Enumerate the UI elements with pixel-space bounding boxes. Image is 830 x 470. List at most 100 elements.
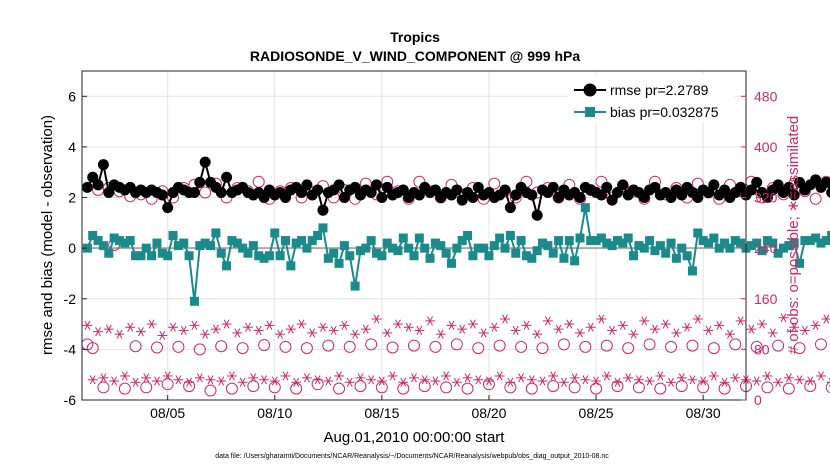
rmse-marker (81, 181, 93, 193)
asterisk-stroke (464, 373, 471, 383)
asterisk-stroke (287, 324, 294, 334)
asterisk-stroke (609, 325, 616, 335)
bias-marker (495, 233, 505, 243)
bias-marker (125, 236, 135, 246)
possible-obs-marker (183, 380, 196, 393)
assimilated-obs-marker (558, 377, 569, 387)
assimilated-obs-marker (585, 322, 596, 332)
bias-marker (811, 233, 821, 243)
asterisk-stroke (245, 322, 251, 332)
y-left-tick-label: 0 (68, 240, 76, 256)
assimilated-obs-marker (114, 329, 125, 339)
bias-marker (645, 236, 655, 246)
assimilated-obs-marker (205, 375, 216, 385)
possible-obs-marker (782, 382, 795, 395)
bias-marker (163, 251, 173, 261)
assimilated-obs-marker (735, 316, 746, 326)
bias-marker (152, 238, 162, 248)
bias-marker (206, 241, 216, 251)
asterisk-stroke (341, 320, 348, 330)
bias-marker (704, 238, 714, 248)
rmse-marker (547, 181, 559, 193)
assimilated-obs-marker (457, 324, 468, 334)
rmse-marker (199, 156, 211, 168)
assimilated-obs-marker (328, 325, 339, 335)
assimilated-obs-marker (409, 373, 419, 383)
asterisk-stroke (539, 376, 546, 386)
assimilated-obs-marker (494, 371, 505, 381)
assimilated-obs-marker (612, 377, 623, 387)
possible-obs-marker (215, 340, 228, 353)
asterisk-stroke (566, 319, 573, 329)
asterisk-stroke (400, 377, 407, 387)
rmse-marker (376, 192, 388, 204)
bias-marker (709, 233, 719, 243)
bias-marker (795, 258, 805, 268)
bias-marker (355, 246, 365, 256)
asterisk-stroke (577, 328, 583, 338)
asterisk-stroke (421, 375, 428, 385)
bias-marker (420, 243, 430, 253)
assimilated-obs-marker (414, 325, 425, 335)
bias-marker (484, 251, 494, 261)
assimilated-obs-marker (216, 376, 227, 386)
asterisk-stroke (448, 320, 455, 330)
assimilated-obs-marker (135, 327, 146, 337)
assimilated-obs-marker (87, 375, 98, 385)
possible-obs-marker (675, 380, 688, 393)
assimilated-obs-marker (564, 319, 575, 329)
rmse-marker (451, 184, 463, 196)
possible-obs-marker (333, 382, 346, 395)
asterisk-stroke (603, 371, 610, 381)
assimilated-obs-marker (537, 376, 548, 386)
assimilated-obs-marker (125, 322, 136, 332)
legend-box (568, 75, 734, 123)
bias-marker (393, 246, 403, 256)
asterisk-stroke (132, 377, 139, 387)
asterisk-stroke (234, 328, 241, 338)
bias-marker (414, 233, 424, 243)
asterisk-stroke (678, 373, 685, 383)
bias-marker (398, 233, 408, 243)
asterisk-stroke (416, 325, 423, 335)
bias-marker (693, 228, 703, 238)
asterisk-stroke (100, 373, 107, 383)
possible-obs-marker (450, 338, 463, 351)
bias-marker (500, 243, 510, 253)
legend-rmse-marker (583, 83, 597, 97)
asterisk-stroke (550, 371, 557, 381)
asterisk-stroke (791, 322, 798, 332)
possible-obs-marker (300, 342, 313, 355)
assimilated-obs-marker (296, 319, 307, 329)
asterisk-stroke (619, 320, 626, 330)
bias-marker (302, 243, 312, 253)
bias-marker (714, 243, 724, 253)
possible-obs-marker (707, 342, 720, 355)
asterisk-stroke (84, 320, 91, 330)
assimilated-obs-marker (746, 324, 757, 334)
possible-obs-marker (161, 378, 174, 391)
possible-obs-marker (814, 338, 827, 351)
ticks: 08/05 08/10 08/15 08/20 08/25 08/30 -6 -4 -2 0 2 4 6… (64, 88, 778, 421)
legend-rmse-label: rmse pr=2.2789 (610, 82, 709, 98)
assimilated-obs-marker (676, 373, 687, 383)
rmse-marker (215, 186, 227, 198)
bias-marker (821, 236, 830, 246)
assimilated-obs-marker (93, 327, 104, 337)
x-axis-label: Aug.01,2010 00:00:00 start (324, 429, 506, 446)
assimilated-obs-marker (119, 371, 130, 381)
asterisk-stroke (673, 328, 680, 338)
assimilated-obs-marker (237, 377, 248, 387)
assimilated-obs-marker (719, 377, 730, 387)
asterisk-stroke (475, 375, 482, 385)
assimilated-obs-marker (778, 313, 789, 323)
bias-marker (639, 243, 649, 253)
y-right-tick-label: 400 (754, 139, 778, 155)
x-tick-label: 08/20 (471, 405, 506, 421)
bias-marker (629, 251, 639, 261)
asterisk-stroke (89, 375, 96, 385)
bias-marker (666, 238, 676, 248)
possible-obs-marker (482, 378, 495, 391)
rmse-marker (333, 179, 345, 191)
